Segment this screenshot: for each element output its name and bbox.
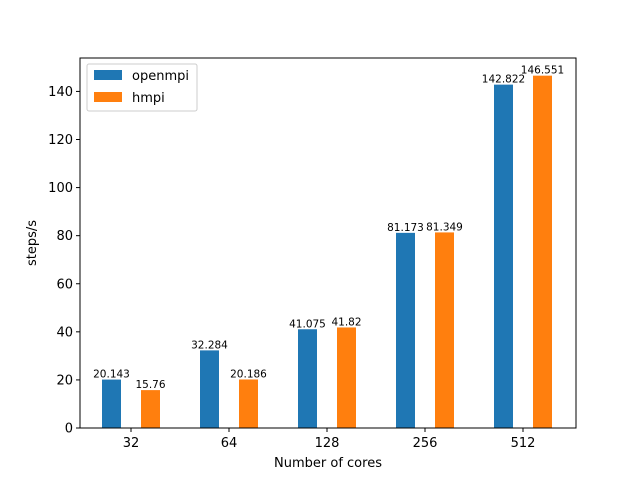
x-tick-label: 32	[123, 436, 140, 451]
y-axis-label: steps/s	[25, 220, 40, 266]
bar-openmpi-256	[396, 232, 415, 428]
y-tick-label: 120	[48, 133, 73, 148]
y-tick-label: 20	[56, 373, 73, 388]
data-label-hmpi-32: 15.76	[135, 379, 165, 391]
bars-layer	[102, 75, 552, 429]
bar-openmpi-512	[494, 84, 513, 428]
data-label-hmpi-256: 81.349	[426, 221, 463, 233]
bar-hmpi-32	[141, 390, 160, 428]
x-tick-label: 256	[413, 436, 438, 451]
bar-openmpi-64	[200, 350, 219, 428]
legend-swatch-hmpi	[94, 92, 122, 102]
data-label-openmpi-32: 20.143	[93, 369, 130, 381]
bar-openmpi-128	[298, 329, 317, 428]
legend-swatch-openmpi	[94, 70, 122, 80]
plot-frame	[79, 57, 577, 429]
data-label-hmpi-128: 41.82	[331, 316, 361, 328]
data-label-openmpi-512: 142.822	[482, 74, 525, 86]
x-tick-label: 128	[315, 436, 340, 451]
data-labels-layer: 20.143 32.284 41.075 81.173 142.822 15.76 20.1…	[93, 65, 564, 391]
data-label-hmpi-512: 146.551	[521, 65, 564, 77]
bar-hmpi-128	[337, 327, 356, 428]
y-tick-label: 140	[48, 85, 73, 100]
data-label-hmpi-64: 20.186	[230, 368, 267, 380]
data-label-openmpi-64: 32.284	[191, 339, 228, 351]
data-label-openmpi-256: 81.173	[387, 222, 424, 234]
x-axis-label: Number of cores	[274, 456, 382, 471]
x-tick-label: 512	[511, 436, 536, 451]
y-tick-label: 80	[56, 229, 73, 244]
y-tick-label: 100	[48, 181, 73, 196]
y-tick-label: 60	[56, 277, 73, 292]
y-axis: 0 20 40 60 80 100 120 140	[48, 85, 80, 437]
x-axis: 32 64 128 256 512	[123, 428, 536, 451]
bar-hmpi-512	[533, 75, 552, 429]
x-tick-label: 64	[221, 436, 238, 451]
data-label-openmpi-128: 41.075	[289, 318, 326, 330]
bar-openmpi-32	[102, 379, 121, 428]
bar-hmpi-256	[435, 232, 454, 428]
y-tick-label: 0	[65, 422, 73, 437]
legend-label-hmpi: hmpi	[132, 91, 165, 106]
y-tick-label: 40	[56, 325, 73, 340]
legend: openmpi hmpi	[86, 63, 198, 112]
legend-label-openmpi: openmpi	[132, 69, 189, 84]
bar-hmpi-64	[239, 379, 258, 428]
